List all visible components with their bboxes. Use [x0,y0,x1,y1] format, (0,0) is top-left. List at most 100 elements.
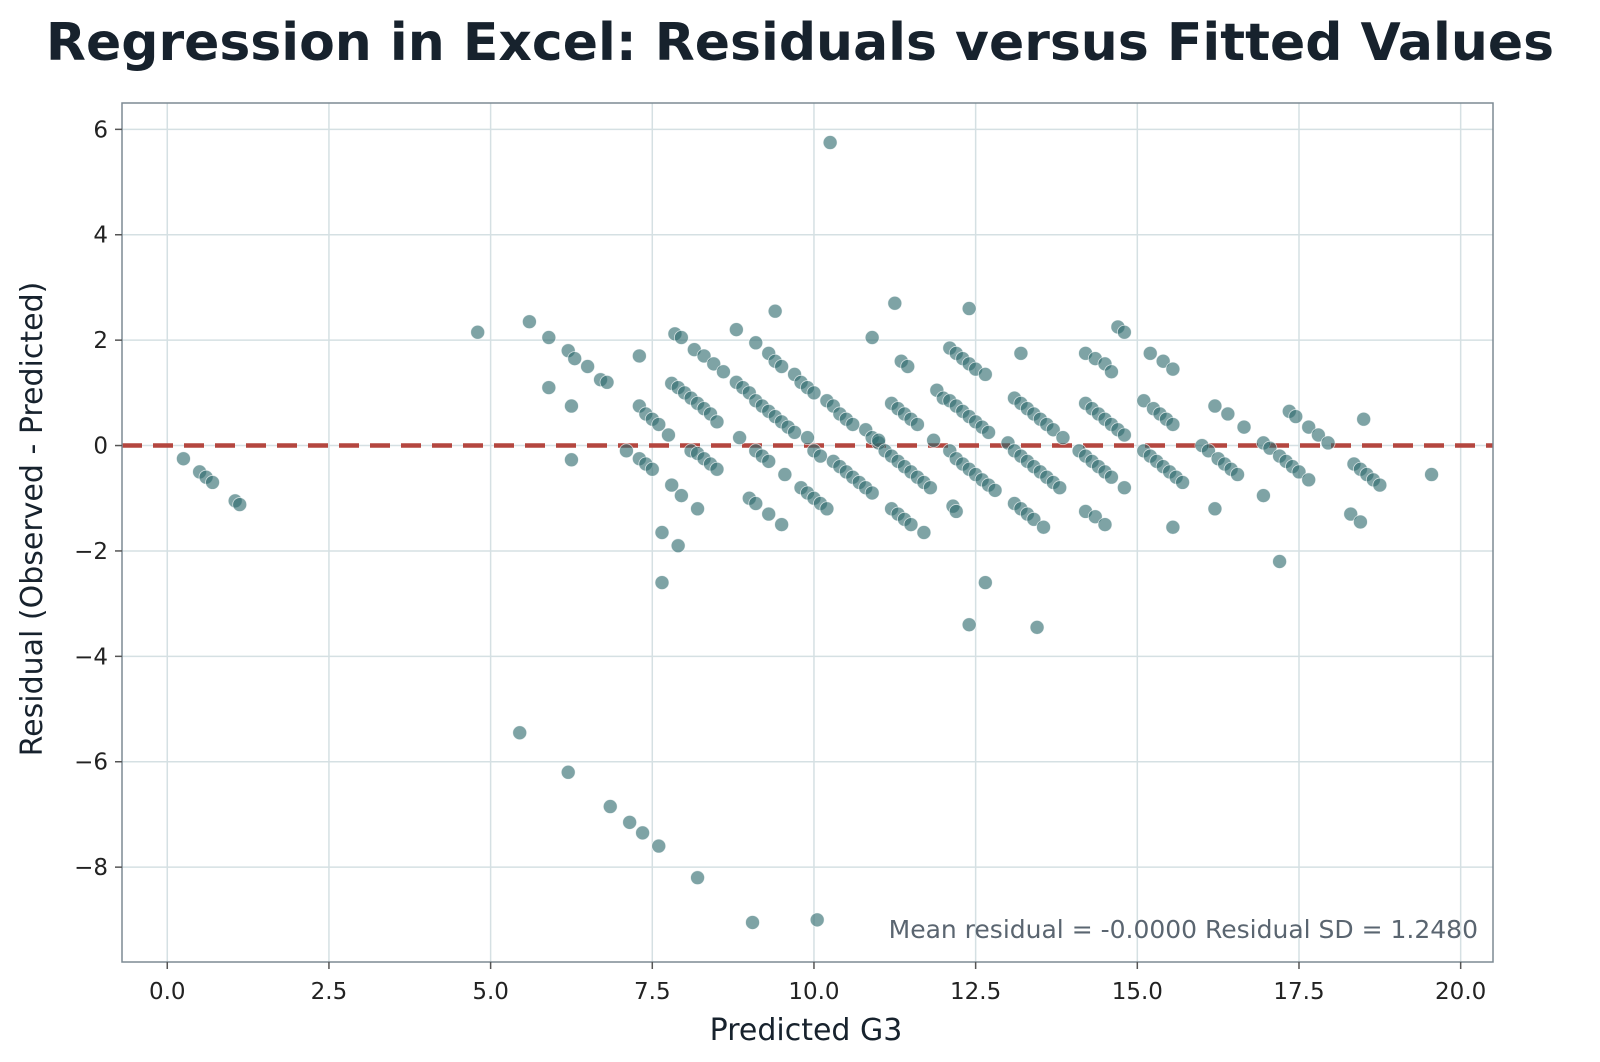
data-point [1045,422,1061,438]
y-tick-label: −8 [74,855,108,881]
data-point [900,359,916,374]
data-point [661,427,676,443]
data-point [232,497,248,512]
data-point [541,330,557,345]
data-point [1301,472,1317,488]
data-point [635,825,650,841]
y-tick-label: −2 [74,539,108,565]
data-point [922,480,938,496]
x-tick-label: 0.0 [149,979,186,1005]
data-point [1165,361,1181,377]
data-point [977,575,993,590]
data-point [673,330,689,345]
data-point [541,380,557,395]
data-point [1029,619,1045,635]
data-point [1288,409,1304,424]
data-point [1116,324,1132,340]
data-point [1136,393,1152,409]
data-point [1353,514,1368,530]
data-point [1116,427,1132,443]
x-tick-label: 20.0 [1435,979,1486,1005]
data-point [1220,406,1236,422]
data-point [1165,519,1181,535]
data-point [1207,501,1223,517]
data-point [1026,511,1042,527]
data-point [706,356,722,372]
data-point [887,295,903,311]
data-point [761,506,777,522]
data-point [567,351,583,366]
data-point [732,430,747,446]
data-point [631,348,647,364]
data-point [1230,467,1245,482]
y-axis-label: Residual (Observed - Predicted) [15,282,50,757]
data-point [622,814,638,830]
data-point [1310,427,1326,443]
data-point [903,517,919,532]
data-point [1052,480,1068,496]
data-point [602,799,618,814]
data-point [1272,554,1287,569]
data-point [651,417,667,432]
data-point [1291,464,1307,480]
y-tick-label: −6 [74,750,108,776]
data-point [813,448,828,464]
data-point [1372,477,1388,493]
data-point [1087,509,1103,525]
data-point [564,398,579,414]
x-axis-label: Predicted G3 [710,1013,903,1048]
data-point [580,359,596,374]
y-tick-label: 2 [93,328,108,354]
x-axis-ticks: 0.0 2.5 5.0 7.5 10.0 12.5 15.0 17.5 20.0 [149,962,1486,1005]
data-point [651,838,667,854]
data-point [1256,488,1271,504]
data-point [1142,345,1158,361]
data-point [961,301,977,316]
data-point [745,915,760,930]
y-tick-label: 0 [93,434,108,460]
data-point [977,367,993,382]
data-point [670,538,686,554]
data-point [560,764,576,780]
data-point [176,451,191,467]
data-point [774,359,790,374]
data-point [809,912,825,928]
data-point [1207,398,1223,414]
data-point [981,424,996,440]
data-point [845,417,861,432]
data-point [777,467,793,482]
data-point [1155,353,1171,369]
data-point [1104,364,1119,380]
data-point [690,870,705,886]
data-point [1165,417,1181,432]
data-point [644,461,660,477]
y-tick-label: 6 [93,117,108,143]
data-point [748,335,764,351]
data-point [654,525,670,540]
data-point [864,330,880,345]
data-point [767,303,783,319]
plot-frame [121,102,1494,963]
data-point [987,482,1003,498]
data-point [1424,467,1439,482]
data-point [1236,419,1252,435]
x-tick-label: 10.0 [788,979,839,1005]
x-tick-label: 2.5 [311,979,348,1005]
data-point [774,517,790,532]
data-point [716,364,731,380]
data-point [1175,475,1190,490]
data-point [761,453,777,469]
data-point [1343,506,1359,522]
chart-title: Regression in Excel: Residuals versus Fi… [46,13,1554,73]
data-point [1116,480,1132,496]
data-point [728,322,744,338]
data-point [806,385,822,401]
x-tick-label: 12.5 [950,979,1001,1005]
data-point [512,725,528,741]
data-point [619,443,634,459]
data-point [926,432,942,448]
data-point [564,452,579,468]
data-point [800,430,815,446]
x-tick-label: 5.0 [472,979,509,1005]
